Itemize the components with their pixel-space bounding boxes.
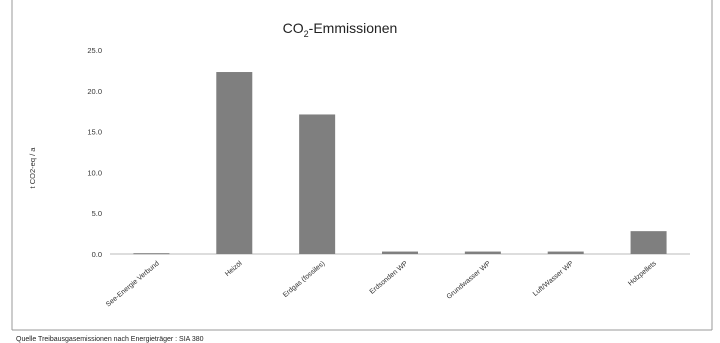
x-tick-label: Erdgas (fossiles) <box>282 260 326 299</box>
y-tick-label: 15.0 <box>87 128 102 137</box>
y-axis-label: t CO2-eq / a <box>28 147 37 189</box>
bar <box>464 251 501 254</box>
bar-series <box>133 72 667 255</box>
bar <box>630 231 667 254</box>
x-tick-label: See-Energie Verbund <box>105 260 161 308</box>
source-note: Quelle Treibausgasemissionen nach Energi… <box>16 336 204 343</box>
x-tick-label: Holzpellets <box>627 260 658 288</box>
bar <box>382 251 418 254</box>
x-tick-label: Heizöl <box>224 260 244 278</box>
y-tick-label: 10.0 <box>87 168 102 177</box>
x-tick-label: Grundwasser WP <box>446 260 493 301</box>
chart-title: CO2-Emmissionen <box>283 20 398 39</box>
x-tick-labels: See-Energie Verbund Heizöl Erdgas (fossile… <box>105 260 658 309</box>
y-tick-labels: 25.0 20.0 15.0 10.0 5.0 0.0 <box>87 46 102 259</box>
x-tick-label: Luft/Wasser WP <box>532 260 575 298</box>
bar <box>299 114 336 255</box>
y-tick-label: 0.0 <box>92 250 102 259</box>
y-tick-label: 5.0 <box>92 209 102 218</box>
x-tick-label: Erdsonden WP <box>369 260 410 296</box>
y-tick-label: 25.0 <box>87 46 102 55</box>
bar <box>547 251 584 254</box>
bar <box>133 253 170 255</box>
bar <box>216 72 253 254</box>
y-tick-label: 20.0 <box>87 87 102 96</box>
